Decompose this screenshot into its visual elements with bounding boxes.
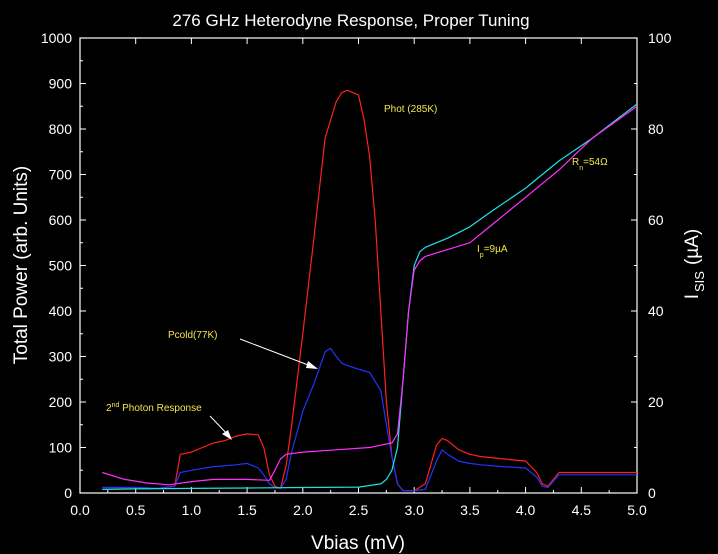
- y-axis-label: Total Power (arb. Units): [11, 166, 32, 365]
- rn-rest: =54Ω: [583, 157, 608, 168]
- annotation-pcold: Pcold(77K): [168, 330, 217, 341]
- y-tick-label: 300: [49, 349, 73, 365]
- y2-tick-label: 60: [648, 212, 664, 228]
- photon-sup: nd: [112, 402, 120, 409]
- y2-tick-label: 100: [648, 30, 672, 46]
- series-line-pumped-iv-curve: [102, 105, 638, 486]
- y-tick-label: 1000: [41, 30, 72, 46]
- y2-axis-label: I SIS (µA): [682, 229, 707, 300]
- rn-sub: n: [579, 165, 583, 172]
- x-tick-label: 5.0: [627, 502, 647, 518]
- series-line-pcold-77k: [102, 347, 637, 492]
- annotation-pcold-arrowhead: [306, 361, 318, 369]
- series-line-phot-285k: [102, 89, 637, 492]
- photon-rest: Photon Response: [119, 403, 202, 414]
- x-tick-label: 3.0: [404, 502, 424, 518]
- chart-title: 276 GHz Heterodyne Response, Proper Tuni…: [172, 11, 529, 30]
- y2-tick-label: 20: [648, 394, 664, 410]
- x-tick-label: 3.5: [460, 502, 480, 518]
- annotation-photon-arrowhead: [222, 430, 232, 440]
- annotation-ip: Ip=9µA: [477, 244, 508, 259]
- y2-tick-label: 40: [648, 303, 664, 319]
- plot-frame: [79, 37, 638, 494]
- y-tick-label: 900: [49, 76, 73, 92]
- ip-main: I: [477, 244, 480, 255]
- ip-rest: =9µA: [484, 244, 508, 255]
- photon-pre: 2: [106, 403, 112, 414]
- x-tick-label: 4.0: [516, 502, 536, 518]
- annotation-photon: 2nd Photon Response: [106, 402, 202, 414]
- y-tick-label: 700: [49, 167, 73, 183]
- y-tick-label: 200: [49, 394, 73, 410]
- x-tick-label: 4.5: [572, 502, 592, 518]
- y2-label-unit: (µA): [682, 229, 703, 265]
- y-tick-label: 800: [49, 121, 73, 137]
- y-tick-label: 400: [49, 303, 73, 319]
- rn-main: R: [572, 157, 579, 168]
- x-tick-label: 1.0: [182, 502, 202, 518]
- x-axis-label: Vbias (mV): [311, 533, 405, 554]
- y-tick-label: 0: [64, 485, 72, 501]
- x-axis: 0.0 0.5 1.0 1.5 2.0 2.5 3.0 3.5 4.0 4.5 5.0: [70, 38, 647, 518]
- x-tick-label: 2.5: [349, 502, 369, 518]
- y2-tick-label: 80: [648, 121, 664, 137]
- y-axis-right: 0 20 40 60 80 100: [631, 30, 672, 501]
- series-layer: [102, 89, 638, 492]
- annotation-pcold-arrow: [239, 338, 317, 369]
- x-tick-label: 2.0: [293, 502, 313, 518]
- y-axis-left: 0 100 200 300 400 500 600 700 800 900 1000: [41, 30, 86, 501]
- y-tick-label: 600: [49, 212, 73, 228]
- y2-label-main: I: [682, 294, 703, 299]
- y2-label-sub: SIS: [692, 271, 707, 292]
- annotation-phot: Phot (285K): [384, 104, 437, 115]
- x-tick-label: 0.0: [70, 502, 90, 518]
- y2-tick-label: 0: [648, 485, 656, 501]
- y-tick-label: 100: [49, 440, 73, 456]
- ip-sub: p: [480, 252, 484, 259]
- x-tick-label: 1.5: [237, 502, 257, 518]
- y-tick-label: 500: [49, 258, 73, 274]
- annotation-rn: Rn=54Ω: [572, 157, 608, 172]
- x-tick-label: 0.5: [126, 502, 146, 518]
